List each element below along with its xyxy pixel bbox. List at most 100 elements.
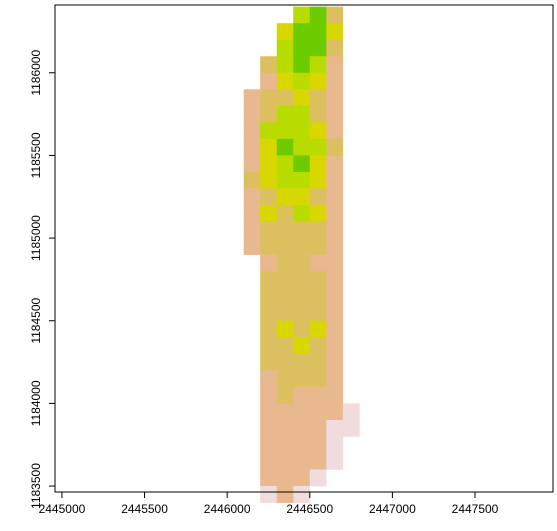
raster-cell [260, 89, 278, 107]
raster-cell [276, 486, 294, 503]
raster-cell [293, 72, 311, 90]
y-tick-label: 1183500 [29, 463, 43, 509]
raster-cell [309, 353, 327, 371]
raster-cell [276, 171, 294, 189]
raster-cell [260, 254, 278, 272]
raster-cell [309, 171, 327, 189]
raster-cell [243, 122, 261, 140]
raster-cell [309, 320, 327, 338]
raster-cell [276, 271, 294, 288]
raster-cell [260, 353, 278, 371]
raster-cell [309, 419, 327, 437]
raster-cell [293, 287, 311, 305]
raster-cell [326, 320, 344, 338]
x-tick-label: 2446500 [286, 502, 333, 516]
raster-cell [309, 221, 327, 239]
raster-cell [260, 436, 278, 454]
raster-cell [293, 238, 311, 255]
raster-cell [260, 171, 278, 189]
raster-cell [243, 221, 261, 239]
raster-cell [326, 188, 344, 206]
raster-cell [276, 39, 294, 57]
raster-cell [260, 105, 278, 123]
raster-cell [309, 188, 327, 206]
raster-cell [309, 205, 327, 222]
raster-cell [243, 238, 261, 255]
raster-cell [293, 469, 311, 487]
raster-cell [260, 138, 278, 156]
raster-cell [326, 452, 344, 470]
raster-cell [276, 370, 294, 388]
raster-cell [260, 155, 278, 173]
raster-cell [309, 436, 327, 454]
raster-cell [309, 89, 327, 107]
raster-cell [293, 486, 311, 503]
raster-cell [260, 122, 278, 140]
raster-cell [326, 419, 344, 437]
raster-cell [293, 386, 311, 404]
raster-cell [276, 304, 294, 322]
raster-cell [326, 337, 344, 355]
raster-cell [342, 403, 360, 421]
raster-cell [260, 238, 278, 255]
raster-cell [276, 403, 294, 421]
raster-cell [243, 105, 261, 123]
raster-cell [309, 403, 327, 421]
raster-cell [309, 287, 327, 305]
raster-cell [293, 452, 311, 470]
raster-cell [276, 138, 294, 156]
raster-cell [293, 155, 311, 173]
raster-cell [293, 254, 311, 272]
raster-cell [276, 337, 294, 355]
raster-cell [260, 320, 278, 338]
x-tick-label: 2445500 [121, 502, 168, 516]
raster-cell [326, 238, 344, 255]
y-tick-label: 1184500 [29, 298, 43, 344]
y-tick-label: 1185000 [29, 215, 43, 261]
raster-cell [309, 254, 327, 272]
raster-cell [260, 486, 278, 503]
raster-cell [276, 72, 294, 90]
raster-cell [309, 6, 327, 24]
y-tick-label: 1184000 [29, 380, 43, 426]
raster-cell [326, 254, 344, 272]
raster-cell [260, 188, 278, 206]
raster-cell [293, 39, 311, 57]
raster-cell [293, 436, 311, 454]
raster-cell [260, 452, 278, 470]
raster-cell [326, 138, 344, 156]
raster-cell [276, 105, 294, 123]
raster-cell [276, 89, 294, 107]
raster-cell [276, 56, 294, 74]
raster-cell [243, 155, 261, 173]
raster-cell [260, 469, 278, 487]
raster-cell [293, 6, 311, 24]
raster-cell [326, 403, 344, 421]
raster-cell [309, 122, 327, 140]
raster-cell [276, 419, 294, 437]
raster-cell [326, 89, 344, 107]
raster-cell [276, 469, 294, 487]
raster-cell [243, 188, 261, 206]
raster-cell [276, 155, 294, 173]
raster-cell [293, 221, 311, 239]
raster-cell [260, 271, 278, 288]
raster-cell [260, 304, 278, 322]
raster-cell [293, 353, 311, 371]
plot-frame [54, 4, 554, 493]
raster-cell [326, 72, 344, 90]
raster-cell [293, 171, 311, 189]
raster-cell [293, 403, 311, 421]
raster-cell [276, 452, 294, 470]
raster-cell [309, 23, 327, 41]
raster-cell [260, 370, 278, 388]
raster-cell [293, 419, 311, 437]
raster-cell [326, 23, 344, 41]
raster-cell [309, 386, 327, 404]
raster-cell [276, 320, 294, 338]
raster-cell [293, 138, 311, 156]
raster-cell [309, 452, 327, 470]
raster-cell [326, 304, 344, 322]
raster-cell [260, 221, 278, 239]
raster-cell [276, 254, 294, 272]
